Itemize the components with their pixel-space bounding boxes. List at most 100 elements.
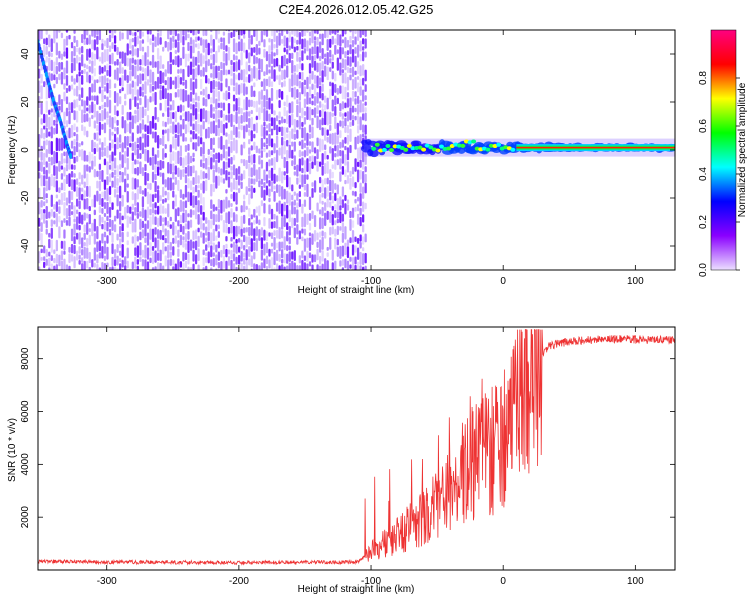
spectrogram-cell: [273, 173, 276, 184]
spectrogram-cell: [281, 82, 284, 88]
spectrogram-cell: [346, 246, 350, 259]
spectrogram-cell: [136, 166, 139, 176]
snr-y-tick-label: 6000: [20, 400, 31, 423]
spectrogram-cell: [281, 258, 284, 264]
spectrogram-cell: [235, 126, 238, 138]
spectrogram-cell: [101, 170, 104, 183]
spectrogram-cell: [172, 42, 175, 49]
spectrogram-cell: [220, 176, 223, 183]
spectrogram-cell: [362, 38, 365, 45]
spectrogram-cell: [306, 213, 309, 226]
spectrogram-cell: [129, 121, 132, 134]
spectrogram-cell: [202, 180, 205, 194]
spectrogram-cell: [75, 54, 79, 64]
spectrogram-cell: [55, 123, 58, 135]
spectrogram-cell: [265, 64, 269, 76]
spectrogram-cell: [210, 97, 213, 104]
spectrogram-cell: [288, 102, 291, 114]
spectrogram-cell: [184, 111, 188, 122]
spectrogram-cell: [88, 213, 91, 225]
spectrogram-cell: [336, 49, 339, 55]
spectrogram-cell: [318, 231, 322, 238]
spectrogram-cell: [45, 30, 48, 35]
spectrogram-cell: [275, 202, 279, 212]
spectrogram-cell: [144, 68, 147, 81]
spectrogram-cell: [103, 263, 107, 270]
spectrogram-cell: [126, 43, 129, 56]
spectrogram-cell: [55, 264, 58, 270]
spectrogram-cell: [306, 132, 309, 146]
colorbar-tick-label: 0.6: [698, 119, 709, 133]
spectrogram-cell: [205, 30, 208, 37]
spectrogram-cell: [131, 44, 134, 57]
spectrogram-cell: [103, 231, 107, 238]
spectrogram-cell: [96, 30, 99, 36]
spectrogram-cell: [131, 88, 134, 101]
spectrogram-cell: [281, 126, 284, 137]
spectrogram-cell: [356, 237, 360, 244]
spectrogram-cell: [65, 47, 69, 59]
spectrogram-cell: [91, 75, 94, 81]
spectrogram-cell: [83, 224, 86, 233]
spectrogram-cell: [167, 244, 170, 259]
spectrogram-cell: [339, 34, 342, 47]
spectrogram-cell: [354, 115, 357, 121]
spectrogram-cell: [293, 118, 296, 133]
spectrogram-cell: [283, 47, 286, 53]
spectrogram-cell: [177, 167, 180, 178]
spectrogram-cell: [131, 191, 134, 201]
spectrogram-cell: [263, 39, 266, 48]
spectrogram-cell: [303, 199, 307, 208]
carrier-hotspot: [438, 144, 444, 149]
spectrogram-cell: [192, 123, 195, 131]
spectrogram-cell: [281, 30, 284, 37]
spectrogram-cell: [70, 191, 74, 201]
spectrogram-cell: [253, 153, 256, 164]
spectrogram-cell: [192, 104, 195, 116]
spectrogram-cell: [273, 43, 276, 49]
spectrogram-cell: [308, 86, 312, 97]
spectrogram-cell: [58, 215, 61, 223]
spectrogram-cell: [134, 31, 137, 37]
spectrogram-cell: [144, 171, 147, 186]
spectrogram-cell: [113, 259, 117, 267]
spectrogram-cell: [169, 76, 172, 90]
snr-y-tick-label: 2000: [20, 506, 31, 529]
spectrogram-cell: [202, 154, 205, 162]
spectrogram-cell: [232, 225, 236, 240]
spectrogram-cell: [286, 133, 289, 139]
spectrogram-cell: [215, 65, 218, 79]
spectrogram-cell: [326, 129, 329, 136]
spectrogram-cell: [162, 235, 165, 241]
spectrogram-cell: [344, 59, 347, 71]
spectrogram-cell: [230, 249, 233, 260]
spectrogram-cell: [313, 229, 317, 242]
spectrogram-cell: [210, 72, 213, 78]
spectrogram-cell: [68, 265, 71, 270]
spectrogram-cell: [141, 229, 145, 239]
spectrogram-cell: [151, 267, 155, 270]
spectrogram-cell: [339, 211, 342, 224]
spectrogram-cell: [303, 174, 307, 185]
spectrogram-cell: [344, 117, 347, 127]
spectrogram-cell: [86, 71, 89, 83]
spectrogram-cell: [339, 46, 342, 60]
spectrogram-cell: [286, 37, 289, 49]
spectrogram-cell: [237, 72, 241, 81]
spectrogram-cell: [237, 225, 241, 235]
spectrogram-cell: [91, 199, 94, 208]
spectrogram-cell: [126, 74, 129, 84]
spectrogram-cell: [258, 91, 261, 105]
spectrogram-cell: [268, 133, 271, 147]
colorbar-tick-label: 0.4: [698, 167, 709, 181]
spectrogram-cell: [194, 142, 198, 152]
spectrogram-cell: [273, 185, 276, 190]
spectrogram-cell: [177, 69, 180, 74]
spectrogram-cell: [291, 30, 294, 35]
spectrogram-cell: [48, 176, 51, 191]
spectrogram-cell: [281, 116, 284, 124]
spectrogram-cell: [220, 135, 223, 150]
spectrogram-cell: [250, 68, 253, 82]
spectrogram-cell: [268, 38, 271, 43]
carrier-hotspot: [381, 147, 387, 152]
